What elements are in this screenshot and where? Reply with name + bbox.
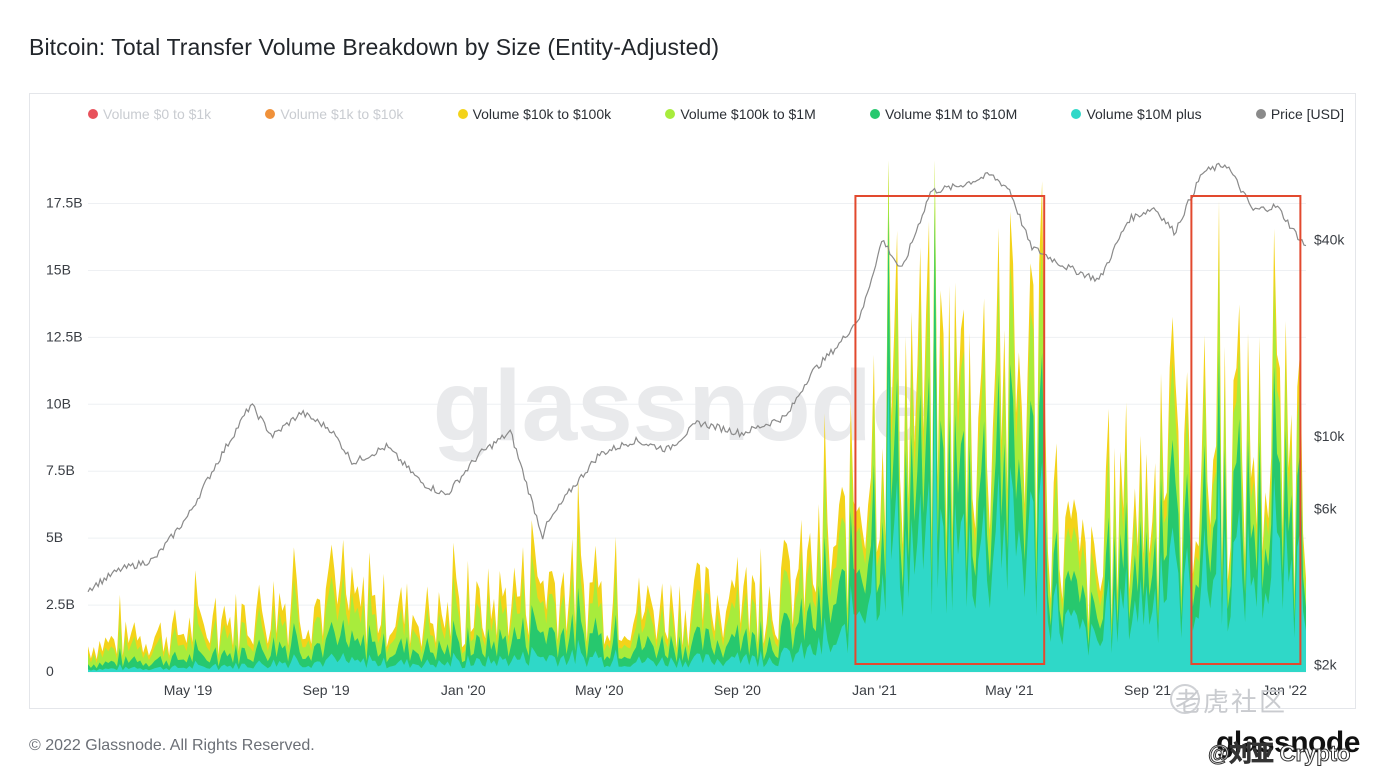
legend-dot-icon [265,109,276,119]
legend-label: Volume $0 to $1k [103,106,212,122]
legend-label: Volume $1k to $10k [280,106,404,122]
y-tick-label: 17.5B [46,195,83,211]
legend-label: Volume $100k to $1M [680,106,816,122]
price-tick-label: $6k [1314,501,1338,517]
legend-item[interactable]: Volume $1M to $10M [869,106,1018,122]
legend-dot-icon [1255,109,1266,119]
legend-dot-icon [1071,109,1082,119]
y-tick-label: 10B [46,395,71,411]
legend-item[interactable]: Price [USD] [1255,106,1344,122]
x-tick-label: Sep '21 [1124,682,1171,698]
x-tick-label: Jan '22 [1262,682,1307,698]
x-tick-label: May '19 [164,682,213,698]
y-tick-label: 12.5B [46,328,83,344]
community-logo-icon [1170,684,1200,714]
legend-dot-icon [869,109,880,119]
highlight-box [854,195,1046,665]
highlight-box [1190,195,1302,665]
y-tick-label: 2.5B [46,596,75,612]
x-tick-label: Sep '20 [714,682,761,698]
x-tick-label: Jan '21 [852,682,897,698]
legend-item[interactable]: Volume $10M plus [1071,106,1202,122]
legend-label: Volume $10k to $100k [472,106,612,122]
x-tick-label: May '21 [985,682,1034,698]
x-tick-label: May '20 [575,682,624,698]
y-tick-label: 7.5B [46,462,75,478]
legend-label: Price [USD] [1270,106,1344,122]
legend-dot-icon [457,109,468,119]
chart-title: Bitcoin: Total Transfer Volume Breakdown… [29,34,720,60]
legend-dot-icon [88,109,98,119]
x-tick-label: Sep '19 [303,682,350,698]
y-tick-label: 15B [46,261,71,277]
legend-item[interactable]: Volume $0 to $1k [88,106,211,122]
glassnode-watermark: glassnode [433,350,928,462]
legend-item[interactable]: Volume $1k to $10k [265,106,403,122]
legend-label: Volume $1M to $10M [884,106,1018,122]
price-tick-label: $10k [1314,428,1345,444]
chart-legend: Volume $0 to $1k Volume $1k to $10k Volume… [88,103,1344,125]
y-tick-label: 0 [46,663,54,679]
y-tick-label: 5B [46,529,63,545]
legend-label: Volume $10M plus [1086,106,1202,122]
price-tick-label: $2k [1314,657,1338,673]
x-tick-label: Jan '20 [441,682,486,698]
legend-item[interactable]: Volume $10k to $100k [457,106,612,122]
user-watermark: @刘亚 Crypto [1207,741,1351,767]
legend-dot-icon [665,109,676,119]
price-tick-label: $40k [1314,231,1345,247]
community-watermark: 老虎社区 [1175,687,1288,717]
area-volume-1m-to-10m [88,206,1306,672]
price-line [87,162,1307,593]
copyright-footer: © 2022 Glassnode. All Rights Reserved. [29,737,315,754]
glassnode-logo: glassnode [1216,726,1360,759]
area-volume-10m-plus [88,367,1306,672]
legend-item[interactable]: Volume $100k to $1M [665,106,816,122]
